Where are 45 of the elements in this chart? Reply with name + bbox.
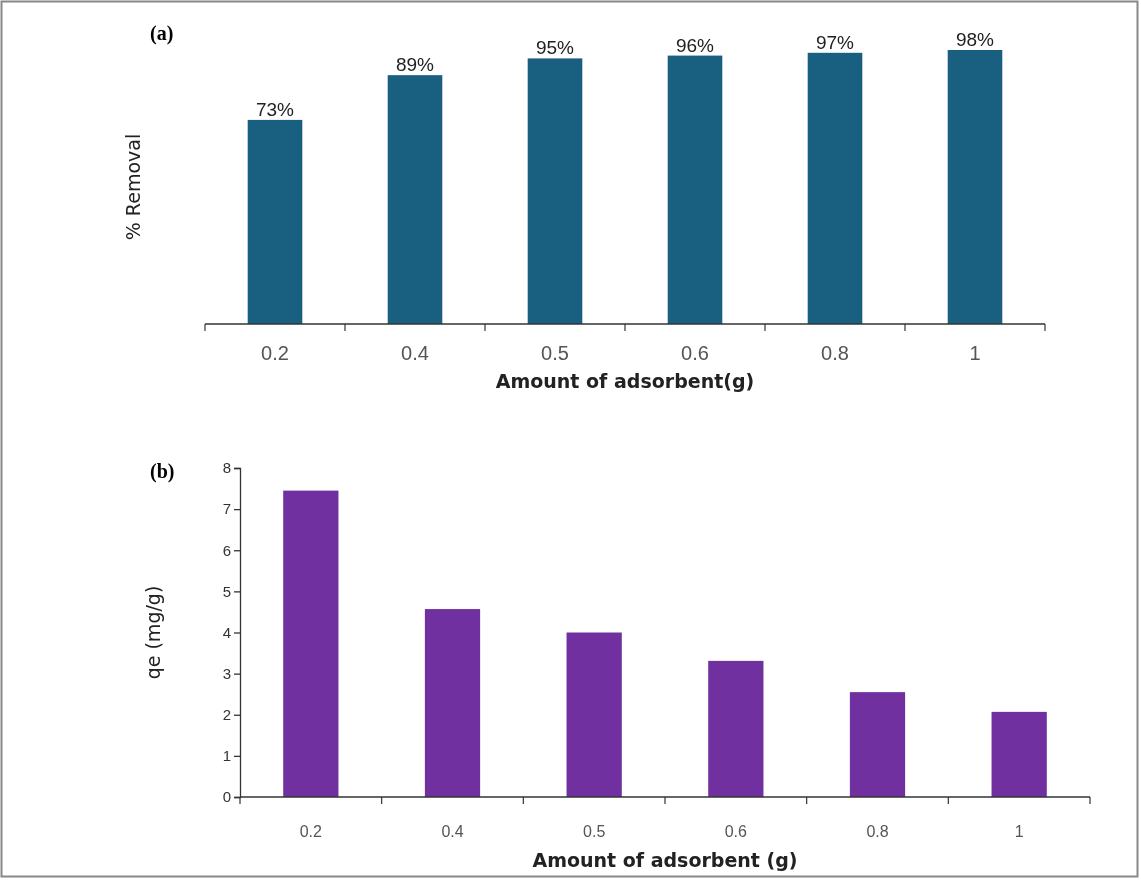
bar (566, 632, 622, 797)
chart-title: (a) (150, 22, 174, 45)
data-label: 97% (815, 31, 855, 53)
bar (387, 75, 443, 324)
y-tick-label: 8 (222, 459, 231, 477)
y-axis-title: % Removal (122, 133, 144, 241)
x-tick-label: 0.2 (261, 342, 289, 364)
data-label: 73% (255, 98, 295, 120)
y-tick-label: 6 (222, 541, 231, 559)
x-axis-title: Amount of adsorbent(g) (495, 370, 755, 392)
bar (667, 55, 723, 324)
data-label: 89% (395, 54, 435, 76)
bar (807, 52, 863, 324)
bar (283, 490, 339, 797)
data-label: 95% (535, 37, 575, 59)
x-tick-label: 0.8 (866, 823, 889, 840)
bar (247, 119, 303, 324)
bar (424, 609, 481, 797)
y-tick-label: 3 (222, 664, 231, 682)
bar (708, 660, 764, 797)
y-axis-title: qe (mg/g) (142, 585, 164, 680)
x-axis-title: Amount of adsorbent (g) (532, 849, 798, 871)
x-tick-label: 0.5 (583, 823, 606, 840)
x-tick-label: 0.6 (681, 342, 709, 364)
x-tick-label: 0.8 (821, 342, 849, 364)
x-tick-label: 0.5 (541, 342, 569, 364)
y-tick-label: 2 (222, 706, 231, 724)
bar (849, 692, 906, 797)
y-tick-label: 4 (222, 623, 231, 641)
x-tick-label: 1 (1014, 823, 1024, 840)
y-tick-label: 1 (222, 747, 231, 765)
x-tick-label: 0.2 (299, 823, 323, 840)
data-label: 96% (675, 34, 715, 56)
y-tick-label: 5 (222, 582, 231, 600)
data-label: 98% (955, 29, 995, 50)
bar (947, 50, 1003, 324)
bar (527, 58, 583, 324)
x-tick-label: 0.6 (724, 823, 748, 840)
x-tick-label: 1 (969, 342, 981, 364)
bar (991, 711, 1047, 797)
x-tick-label: 0.4 (401, 342, 429, 364)
y-tick-label: 7 (222, 500, 231, 518)
x-tick-label: 0.4 (441, 823, 464, 840)
chart-title: (b) (150, 460, 175, 483)
y-tick-label: 0 (222, 788, 231, 806)
